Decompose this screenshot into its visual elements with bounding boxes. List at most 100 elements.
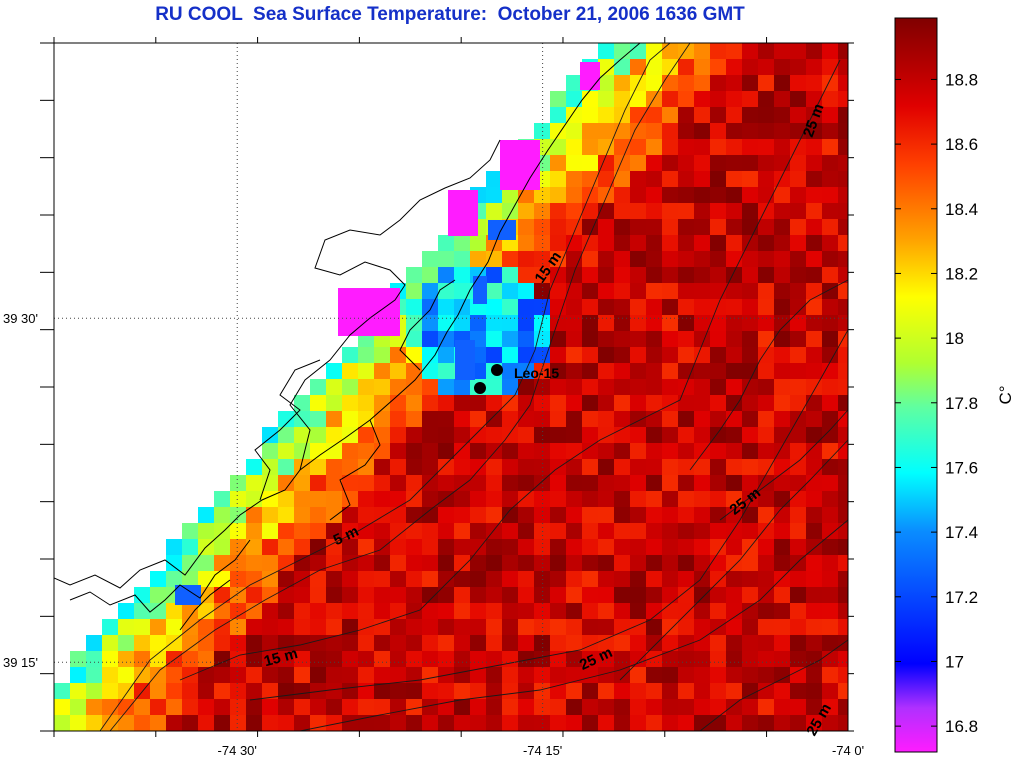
sst-cell [422,475,438,491]
sst-cell [262,475,278,491]
lon-tick-label: -74 30' [218,743,257,758]
sst-cell [838,411,848,427]
sst-cell [294,539,310,555]
sst-cell [390,715,406,731]
sst-cell [774,539,790,555]
sst-cell [774,43,790,59]
sst-cell [630,331,646,347]
sst-cell [790,715,806,731]
sst-cell [646,171,662,187]
sst-cell [454,411,470,427]
sst-cell [822,587,838,603]
sst-cell [550,619,566,635]
sst-cell [294,523,310,539]
sst-cell [662,379,678,395]
sst-cell [470,411,486,427]
sst-cell [598,443,614,459]
sst-cell [582,251,598,267]
sst-cell [646,571,662,587]
sst-cell [806,171,822,187]
sst-cell [742,475,758,491]
sst-cell [662,347,678,363]
sst-cell [742,75,758,91]
sst-cell [662,587,678,603]
leo15-station[interactable]: Leo-15 [474,364,559,394]
sst-cell [502,475,518,491]
sst-cell [422,715,438,731]
sst-cell [422,443,438,459]
sst-cell [294,635,310,651]
sst-cell [486,555,502,571]
sst-cell [342,699,358,715]
sst-cell [822,507,838,523]
sst-cell [694,43,710,59]
sst-cell [838,203,848,219]
sst-cell [726,459,742,475]
leo15-node-inshore[interactable] [474,382,486,394]
sst-cell [822,651,838,667]
sst-cell [806,395,822,411]
sst-cell [422,347,438,363]
sst-cell [662,491,678,507]
lat-tick-label: 39 30' [3,311,38,326]
sst-cell [422,379,438,395]
sst-cell [406,715,422,731]
sst-cell [758,683,774,699]
sst-cell [438,507,454,523]
sst-cell [790,219,806,235]
sst-cell [534,491,550,507]
sst-cell [630,523,646,539]
sst-cell [790,427,806,443]
sst-cell [710,539,726,555]
sst-cell [710,363,726,379]
sst-cell [630,267,646,283]
sst-cell [662,523,678,539]
sst-cell [678,171,694,187]
sst-cell [342,715,358,731]
sst-cell [550,107,566,123]
sst-cell [422,395,438,411]
sst-cell [838,571,848,587]
sst-cell [758,555,774,571]
sst-cell [598,219,614,235]
sst-cell [694,283,710,299]
sst-cell [390,459,406,475]
sst-cell [54,715,70,731]
sst-cell [774,667,790,683]
sst-cell [614,539,630,555]
colorbar-tick-label: 17.8 [945,394,978,413]
sst-cell [550,315,566,331]
sst-cell [518,619,534,635]
sst-cell [646,267,662,283]
sst-cell [646,75,662,91]
sst-cell [758,315,774,331]
sst-cell [678,251,694,267]
sst-cell [662,603,678,619]
sst-cell [630,235,646,251]
sst-cell [230,475,246,491]
sst-cell [566,635,582,651]
sst-cell [566,395,582,411]
sst-cell [614,267,630,283]
sst-cell-cool [455,340,475,380]
sst-cell [710,475,726,491]
sst-cell [310,507,326,523]
sst-cell [678,203,694,219]
sst-cell [742,267,758,283]
leo15-node-offshore[interactable] [491,364,503,376]
sst-cell [822,459,838,475]
sst-cell [694,651,710,667]
sst-cell [662,619,678,635]
sst-cell [630,459,646,475]
sst-cell [262,635,278,651]
sst-cell [662,635,678,651]
sst-cell [582,283,598,299]
sst-cell [118,651,134,667]
sst-cell [262,715,278,731]
sst-cell [390,363,406,379]
sst-cell [262,507,278,523]
colorbar-tick-label: 18.4 [945,200,978,219]
sst-cell [678,219,694,235]
sst-cell [662,43,678,59]
sst-cell [246,699,262,715]
